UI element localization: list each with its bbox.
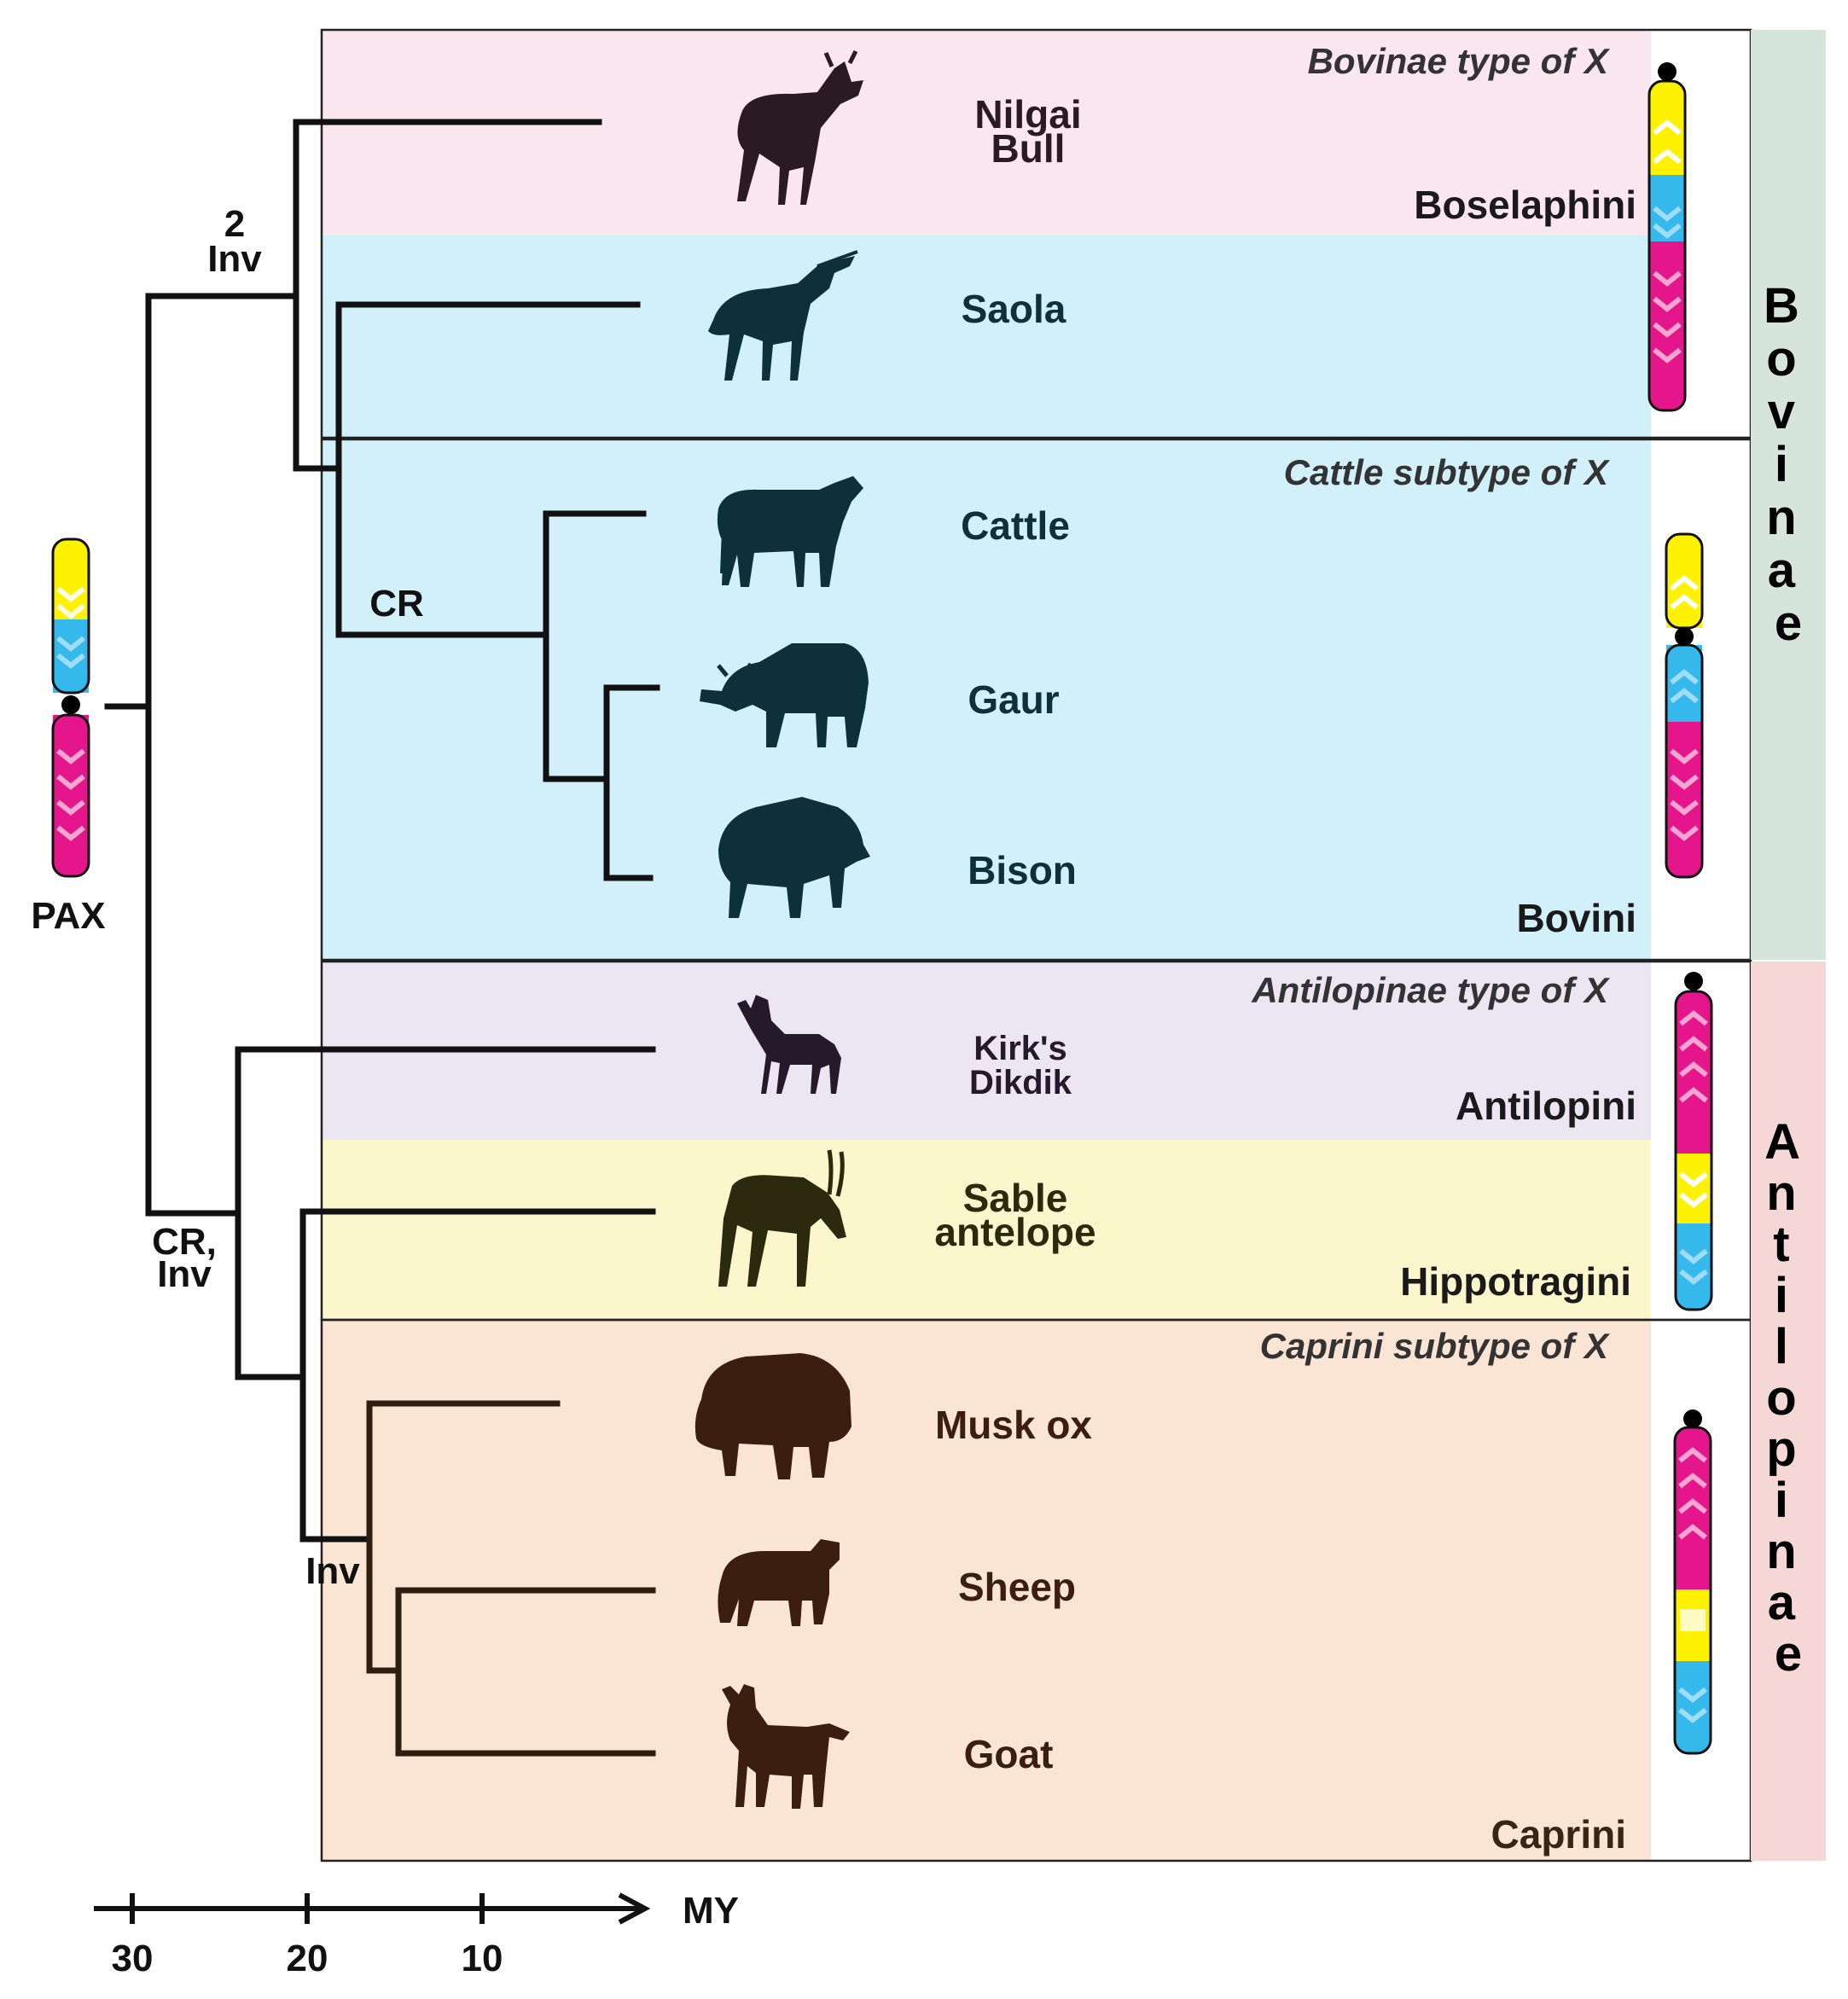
sable-name-line2: antelope bbox=[934, 1210, 1095, 1254]
bovinae-x-chromosome bbox=[1648, 62, 1687, 412]
saola-name: Saola bbox=[962, 287, 1066, 331]
caprini-x-centromere bbox=[1683, 1409, 1702, 1428]
antilopinae-event-line2: Inv bbox=[157, 1253, 212, 1295]
antilopinae-letter-6: o bbox=[1766, 1370, 1796, 1426]
caprini-label: Caprini bbox=[1491, 1812, 1626, 1857]
pax-centromere bbox=[61, 695, 80, 714]
bovini-label: Bovini bbox=[1516, 896, 1636, 940]
musk-ox-name: Musk ox bbox=[935, 1403, 1092, 1447]
axis-tick-label: 20 bbox=[287, 1938, 328, 1979]
antilopinae-x-type: Antilopinae type of X bbox=[1251, 970, 1611, 1010]
hippotragini-region bbox=[323, 1140, 1651, 1320]
gaur-name: Gaur bbox=[968, 677, 1059, 722]
sable-name-line1: Sable bbox=[963, 1176, 1068, 1220]
caprini-subtree bbox=[366, 1400, 656, 1757]
caprini-event-inv: Inv bbox=[305, 1550, 360, 1592]
dikdik-name-line1: Kirk's bbox=[973, 1030, 1067, 1067]
cattle-x-chromosome bbox=[1665, 532, 1704, 879]
bison-name: Bison bbox=[968, 848, 1077, 892]
antilopinae-x-chromosome bbox=[1674, 972, 1713, 1311]
axis-unit-label: MY bbox=[683, 1890, 739, 1932]
bovinae-letter-1: B bbox=[1764, 278, 1799, 334]
goat-icon bbox=[722, 1684, 850, 1809]
sheep-name: Sheep bbox=[958, 1565, 1076, 1609]
antilopinae-letter-4: i bbox=[1775, 1268, 1788, 1323]
axis-tick-label: 30 bbox=[112, 1938, 154, 1979]
bison-icon bbox=[718, 797, 870, 918]
bovinae-letter-3: v bbox=[1768, 384, 1795, 439]
phylogenetic-tree bbox=[104, 119, 660, 1543]
antilopinae-letter-1: A bbox=[1764, 1114, 1799, 1170]
bovinae-letter-5: n bbox=[1766, 490, 1796, 545]
sable-antelope-icon bbox=[718, 1149, 846, 1287]
axis-tick-label: 10 bbox=[462, 1938, 503, 1979]
saola-region bbox=[323, 235, 1651, 439]
saola-icon bbox=[708, 250, 858, 381]
pax-label: PAX bbox=[31, 895, 105, 937]
musk-ox-icon bbox=[694, 1353, 851, 1479]
goat-name: Goat bbox=[964, 1732, 1054, 1776]
bovinae-letter-7: e bbox=[1775, 596, 1802, 651]
bovinae-label: B o v i n a e bbox=[1764, 278, 1813, 651]
antilopinae-letter-7: p bbox=[1766, 1421, 1796, 1477]
bovinae-x-type: Bovinae type of X bbox=[1308, 41, 1611, 81]
antilopinae-letter-2: n bbox=[1766, 1165, 1796, 1221]
caprini-x-type: Caprini subtype of X bbox=[1260, 1326, 1611, 1366]
sheep-icon bbox=[718, 1539, 840, 1626]
nilgai-name-line1: Nilgai bbox=[974, 92, 1081, 137]
cattle-x-type: Cattle subtype of X bbox=[1284, 452, 1611, 492]
dikdik-icon bbox=[737, 995, 841, 1094]
bovinae-band bbox=[1751, 30, 1826, 960]
bovinae-event-inv: Inv bbox=[207, 238, 262, 280]
boselaphini-region bbox=[323, 31, 1651, 235]
dikdik-name-line2: Dikdik bbox=[969, 1064, 1072, 1101]
antilopinae-letter-10: a bbox=[1768, 1575, 1796, 1630]
caprini-x-chromosome bbox=[1673, 1409, 1712, 1755]
axis-arrowhead bbox=[618, 1892, 651, 1925]
boselaphini-label: Boselaphini bbox=[1414, 183, 1636, 227]
bovinae-letter-6: a bbox=[1768, 543, 1796, 598]
cattle-name: Cattle bbox=[961, 503, 1070, 548]
antilopinae-x-centromere bbox=[1684, 972, 1703, 991]
antilopinae-band bbox=[1751, 962, 1826, 1861]
cattle-icon bbox=[717, 476, 863, 587]
antilopinae-event-line1: CR, bbox=[152, 1221, 217, 1263]
hippotragini-label: Hippotragini bbox=[1400, 1259, 1631, 1304]
bovinae-letter-2: o bbox=[1766, 331, 1796, 386]
antilopinae-letter-11: e bbox=[1775, 1626, 1802, 1682]
cattle-x-centromere bbox=[1675, 627, 1694, 646]
antilopinae-letter-5: l bbox=[1775, 1319, 1788, 1374]
time-axis: 30 20 10 MY bbox=[94, 1890, 739, 1979]
antilopinae-letter-8: i bbox=[1775, 1473, 1788, 1528]
antilopinae-label: A n t i l o p i n a e bbox=[1764, 1114, 1812, 1682]
antilopinae-letter-9: n bbox=[1766, 1524, 1796, 1579]
bovini-event-cr: CR bbox=[369, 583, 424, 625]
antilopinae-letter-3: t bbox=[1773, 1217, 1789, 1272]
nilgai-name-line2: Bull bbox=[991, 126, 1066, 171]
gaur-icon bbox=[700, 643, 869, 747]
antilopini-label: Antilopini bbox=[1456, 1084, 1636, 1128]
bovinae-x-centromere bbox=[1658, 62, 1677, 81]
bovinae-letter-4: i bbox=[1775, 437, 1788, 492]
pax-chromosome bbox=[51, 538, 90, 878]
nilgai-bull-icon bbox=[737, 49, 863, 205]
bovinae-event-count: 2 bbox=[224, 203, 245, 245]
